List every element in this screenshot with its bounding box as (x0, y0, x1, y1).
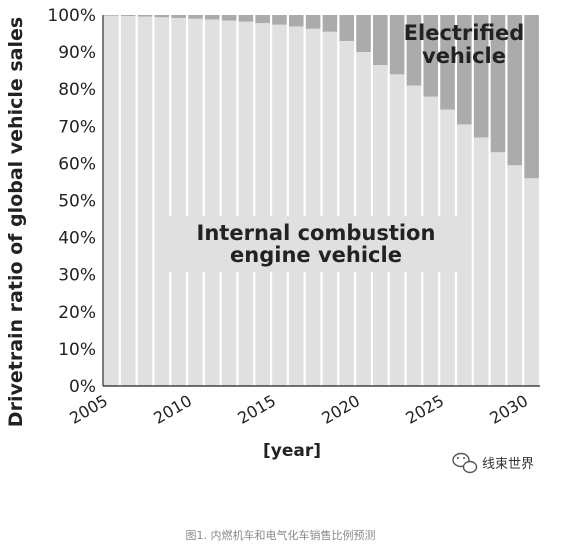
bar-electrified-2023 (389, 15, 405, 75)
x-tick-label: 2015 (234, 391, 279, 428)
bar-electrified-2028 (473, 15, 489, 138)
bar-ice-2011 (188, 18, 203, 387)
y-tick-label: 30% (58, 266, 96, 286)
bar-electrified-2021 (356, 15, 371, 53)
x-tick-label: 2025 (402, 391, 447, 428)
bar-electrified-2029 (490, 15, 506, 153)
bar-electrified-2015 (255, 15, 270, 24)
bar-electrified-2017 (288, 15, 304, 27)
electrified-label-line1: Electrified (404, 21, 525, 45)
electrified-label-line2: vehicle (422, 44, 506, 68)
bar-electrified-2025 (423, 15, 439, 97)
x-tick-label: 2010 (150, 391, 195, 428)
bar-ice-2030 (507, 165, 523, 386)
bar-electrified-2024 (406, 15, 422, 86)
bar-electrified-2008 (137, 15, 153, 17)
axes-group (102, 15, 540, 387)
bar-electrified-2006 (104, 15, 119, 16)
ice-label-line2: engine vehicle (230, 243, 402, 267)
y-tick-label: 90% (58, 43, 96, 63)
x-tick-label: 2020 (318, 391, 363, 428)
bar-ice-2008 (137, 16, 153, 386)
ice-label-backdrop (160, 216, 462, 272)
bar-electrified-2030 (507, 15, 523, 166)
ice-label-line1: Internal combustion (197, 221, 436, 245)
bar-ice-2007 (120, 16, 136, 386)
bar-electrified-2031 (524, 15, 539, 179)
bar-electrified-2010 (171, 15, 186, 18)
y-tick-label: 60% (58, 154, 96, 174)
x-tick-labels: 2005 2010 2015 2020 2025 2030 (66, 391, 531, 428)
bar-electrified-2016 (272, 15, 287, 25)
bar-electrified-2014 (238, 15, 254, 22)
wechat-icon (452, 452, 478, 474)
bar-ice-2029 (490, 152, 506, 386)
y-tick-label: 20% (58, 303, 96, 323)
figure-caption: 图1. 内燃机车和电气化车销售比例预测 (185, 529, 376, 542)
bar-ice-2031 (524, 178, 539, 386)
bar-ice-2010 (171, 17, 186, 387)
x-axis-label: [year] (263, 441, 321, 461)
y-axis-label: Drivetrain ratio of global vehicle sales (5, 17, 27, 427)
watermark: 线束世界 (452, 452, 534, 474)
bar-ice-2012 (204, 19, 220, 387)
bar-ice-2006 (104, 15, 119, 386)
bar-electrified-2011 (188, 15, 203, 19)
drivetrain-ratio-chart: Electrified vehicle Internal combustion … (5, 6, 540, 474)
bar-electrified-2009 (154, 15, 170, 18)
bar-electrified-2007 (120, 15, 136, 17)
bar-electrified-2012 (204, 15, 220, 20)
bar-ice-2020 (339, 40, 355, 386)
watermark-text: 线束世界 (482, 457, 534, 472)
annotations-group: Electrified vehicle Internal combustion … (160, 21, 524, 272)
y-tick-label: 0% (69, 377, 96, 397)
bar-electrified-2022 (373, 15, 388, 66)
bar-ice-2028 (473, 137, 489, 386)
bar-ice-2015 (255, 23, 270, 387)
bar-ice-2027 (457, 124, 472, 386)
bar-electrified-2027 (457, 15, 472, 125)
bar-ice-2009 (154, 17, 170, 386)
y-tick-label: 80% (58, 80, 96, 100)
y-tick-label: 50% (58, 192, 96, 212)
bar-ice-2019 (322, 31, 338, 386)
bar-ice-2017 (288, 26, 304, 386)
bar-electrified-2019 (322, 15, 338, 32)
y-tick-label: 40% (58, 229, 96, 249)
x-tick-label: 2030 (486, 391, 531, 428)
bar-ice-2016 (272, 24, 287, 387)
bar-electrified-2018 (305, 15, 321, 29)
bar-electrified-2013 (221, 15, 237, 21)
y-tick-label: 10% (58, 340, 96, 360)
bar-ice-2014 (238, 21, 254, 386)
y-tick-label: 100% (47, 6, 96, 26)
y-tick-label: 70% (58, 117, 96, 137)
bar-ice-2018 (305, 28, 321, 387)
y-tick-labels: 0% 10% 20% 30% 40% 50% 60% 70% 80% 90% 100% (47, 6, 96, 397)
bar-electrified-2020 (339, 15, 355, 41)
bar-ice-2013 (221, 20, 237, 386)
bar-electrified-2026 (440, 15, 455, 110)
bars-group (104, 15, 539, 387)
